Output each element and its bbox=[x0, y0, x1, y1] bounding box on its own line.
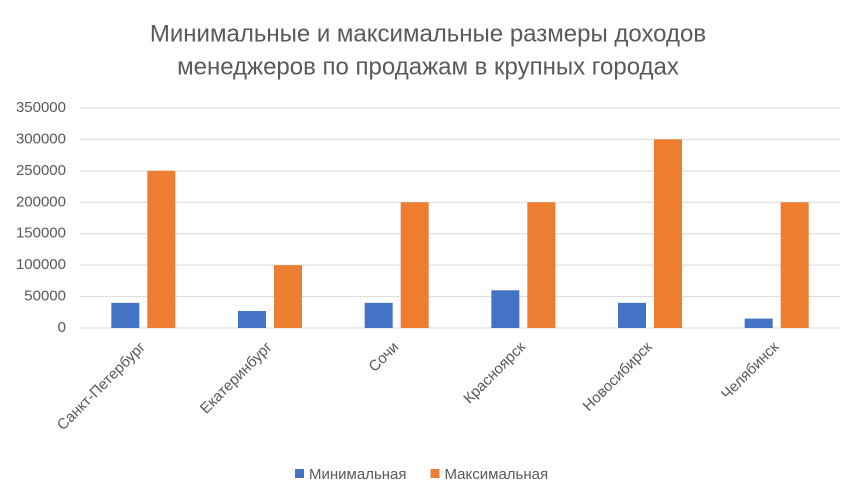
bar bbox=[744, 318, 773, 328]
y-tick-label: 0 bbox=[58, 319, 66, 336]
bar bbox=[618, 302, 646, 328]
y-tick-label: 150000 bbox=[16, 225, 66, 242]
y-tick-label: 50000 bbox=[24, 288, 66, 305]
x-tick-label: Екатеринбург bbox=[197, 338, 276, 417]
bar bbox=[780, 202, 809, 328]
y-tick-label: 200000 bbox=[16, 193, 66, 210]
bar bbox=[111, 302, 140, 328]
legend-swatch bbox=[430, 469, 440, 478]
x-tick-label: Челябинск bbox=[718, 338, 783, 403]
bar bbox=[654, 139, 682, 328]
y-tick-label: 250000 bbox=[16, 162, 66, 179]
bar bbox=[400, 202, 429, 328]
bar bbox=[364, 302, 393, 328]
x-tick-label: Санкт-Петербург bbox=[54, 338, 150, 434]
legend-label: Минимальная bbox=[309, 466, 407, 483]
bar bbox=[491, 290, 520, 328]
legend-label: Максимальная bbox=[445, 466, 549, 483]
y-tick-label: 300000 bbox=[16, 130, 66, 147]
y-tick-label: 350000 bbox=[16, 99, 66, 116]
bar bbox=[147, 170, 176, 328]
x-tick-label: Красноярск bbox=[460, 338, 529, 407]
y-tick-label: 100000 bbox=[16, 256, 66, 273]
bar bbox=[274, 265, 302, 328]
bar bbox=[527, 202, 556, 328]
chart-title: менеджеров по продажам в крупных городах bbox=[177, 53, 679, 80]
chart-title: Минимальные и максимальные размеры доход… bbox=[150, 20, 706, 47]
x-tick-label: Новосибирск bbox=[580, 338, 656, 414]
legend-swatch bbox=[295, 469, 304, 478]
x-tick-label: Сочи bbox=[365, 339, 402, 376]
bar bbox=[238, 311, 266, 328]
